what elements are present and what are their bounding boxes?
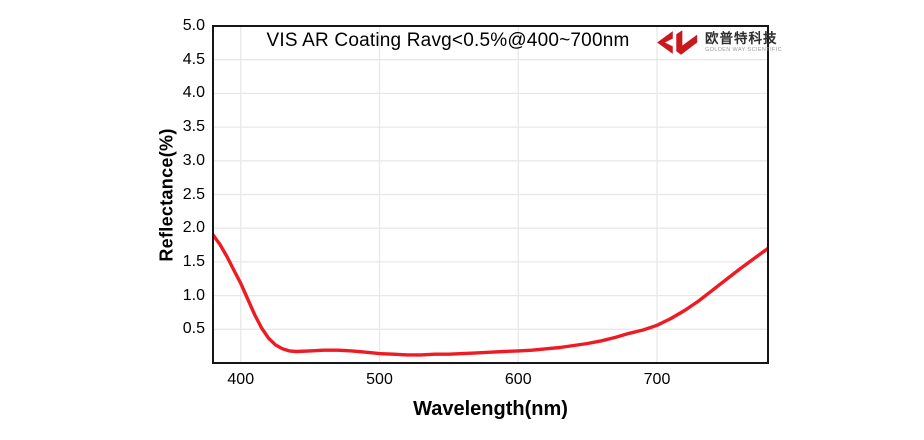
gridlines [213, 25, 768, 363]
y-tick-label: 0.5 [182, 320, 205, 338]
jc-watermark-icon [449, 221, 739, 336]
company-logo-text: 欧普特科技 GOLDEN WAY SCIENTIFIC [705, 32, 782, 53]
x-axis-title: Wavelength(nm) [413, 398, 568, 420]
reflectance-curve [213, 233, 768, 357]
x-tick-label: 400 [227, 371, 255, 388]
company-logo-mark-icon [657, 30, 698, 55]
x-tick-label: 600 [504, 371, 532, 388]
company-name-chinese: 欧普特科技 [705, 31, 778, 46]
y-tick-label: 1.0 [182, 286, 205, 304]
y-tick-label: 4.0 [182, 84, 205, 102]
reflectance-curve-path [213, 233, 768, 357]
company-name-english: GOLDEN WAY SCIENTIFIC [705, 46, 783, 53]
y-tick-label: 2.5 [182, 185, 205, 203]
plot-border [212, 25, 769, 364]
y-tick-label: 3.0 [182, 151, 205, 169]
y-tick-label: 2.0 [182, 219, 205, 237]
company-logo: 欧普特科技 GOLDEN WAY SCIENTIFIC [656, 29, 782, 56]
x-tick-label: 500 [366, 371, 393, 388]
y-tick-label: 4.5 [182, 50, 205, 68]
x-tick-label: 700 [643, 371, 671, 388]
y-tick-label: 5.0 [182, 17, 205, 34]
y-tick-label: 1.5 [182, 252, 205, 270]
y-tick-label: 3.5 [182, 118, 205, 136]
chart-title: VIS AR Coating Ravg<0.5%@400~700nm [266, 30, 630, 51]
